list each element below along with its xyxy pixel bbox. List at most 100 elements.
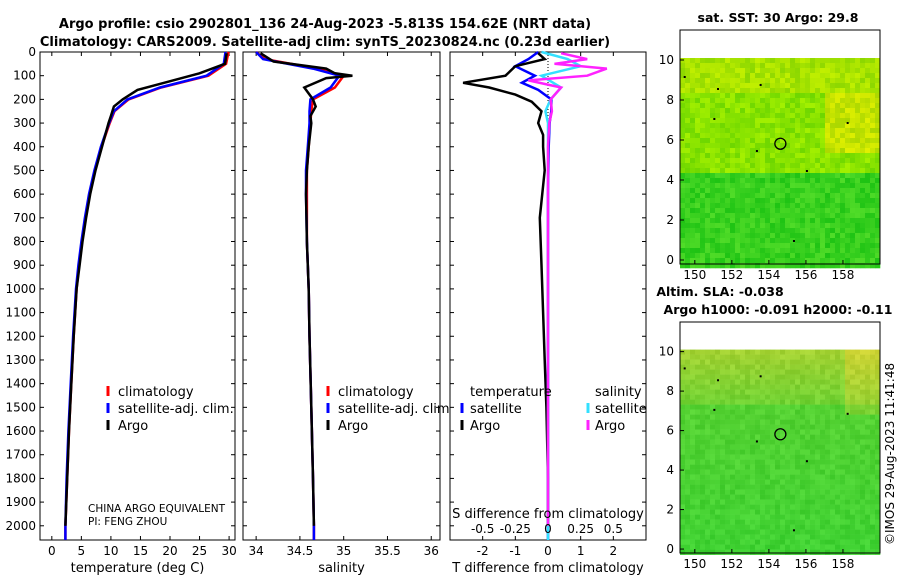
map-cell <box>855 409 861 415</box>
map-cell <box>745 78 751 84</box>
map-cell <box>730 218 736 224</box>
map-cell <box>850 439 856 445</box>
map-cell <box>835 188 841 194</box>
map-cell <box>770 193 776 199</box>
map-cell <box>805 434 811 440</box>
map-cell <box>855 63 861 69</box>
map-cell <box>730 158 736 164</box>
map-cell <box>785 539 791 545</box>
map-cell <box>720 253 726 259</box>
map-cell <box>810 449 816 455</box>
map-cell <box>745 434 751 440</box>
map-cell <box>725 63 731 69</box>
map-cell <box>770 519 776 525</box>
map-cell <box>730 98 736 104</box>
map-cell <box>855 529 861 535</box>
map-cell <box>815 198 821 204</box>
map-cell <box>875 68 881 74</box>
map-cell <box>745 193 751 199</box>
map-cell <box>765 389 771 395</box>
map-cell <box>685 449 691 455</box>
map-cell <box>850 514 856 520</box>
map-cell <box>820 178 826 184</box>
map-cell <box>800 499 806 505</box>
map-cell <box>755 263 761 269</box>
map-cell <box>855 78 861 84</box>
map-cell <box>860 103 866 109</box>
map-cell <box>720 233 726 239</box>
map-cell <box>860 233 866 239</box>
map-cell <box>820 529 826 535</box>
map-cell <box>710 414 716 420</box>
map-cell <box>805 243 811 249</box>
map-cell <box>730 439 736 445</box>
map-cell <box>690 499 696 505</box>
map-cell <box>680 93 686 99</box>
map-cell <box>705 128 711 134</box>
map-cell <box>790 479 796 485</box>
map-cell <box>760 489 766 495</box>
map-cell <box>820 153 826 159</box>
map-cell <box>700 384 706 390</box>
map-cell <box>690 394 696 400</box>
map-cell <box>755 454 761 460</box>
map-cell <box>700 188 706 194</box>
map-cell <box>745 138 751 144</box>
map-cell <box>785 128 791 134</box>
map-cell <box>750 168 756 174</box>
map-cell <box>765 108 771 114</box>
map-cell <box>825 504 831 510</box>
map-cell <box>745 83 751 89</box>
map-cell <box>780 108 786 114</box>
map-cell <box>820 539 826 545</box>
map-cell <box>760 384 766 390</box>
map-cell <box>695 354 701 360</box>
map-cell <box>680 88 686 94</box>
map-cell <box>725 474 731 480</box>
y-tick-label: 0 <box>28 45 36 59</box>
map-cell <box>795 218 801 224</box>
map-cell <box>765 113 771 119</box>
map-cell <box>720 434 726 440</box>
map-cell <box>820 78 826 84</box>
map-cell <box>740 419 746 425</box>
map-cell <box>755 484 761 490</box>
map-cell <box>720 63 726 69</box>
map-frame <box>679 321 881 554</box>
map-cell <box>750 73 756 79</box>
map-cell <box>825 474 831 480</box>
map-cell <box>700 163 706 169</box>
map-cell <box>780 414 786 420</box>
map-cell <box>775 193 781 199</box>
map-cell <box>785 208 791 214</box>
map-cell <box>855 429 861 435</box>
map-cell <box>690 238 696 244</box>
map-cell <box>775 429 781 435</box>
map-cell <box>775 233 781 239</box>
map-cell <box>805 524 811 530</box>
map-cell <box>875 384 881 390</box>
map-cell <box>700 414 706 420</box>
map-cell <box>790 409 796 415</box>
map-cell <box>805 88 811 94</box>
map-cell <box>865 539 871 545</box>
map-cell <box>830 499 836 505</box>
map-cell <box>870 198 876 204</box>
map-cell <box>705 529 711 535</box>
map-cell <box>740 494 746 500</box>
map-cell <box>795 419 801 425</box>
map-cell <box>705 223 711 229</box>
map-cell <box>870 218 876 224</box>
map-cell <box>820 73 826 79</box>
map-cell <box>735 429 741 435</box>
map-cell <box>805 93 811 99</box>
map-cell <box>755 243 761 249</box>
map-cell <box>795 58 801 64</box>
map-cell <box>830 248 836 254</box>
map-cell <box>855 168 861 174</box>
map-cell <box>710 58 716 64</box>
map-cell <box>855 148 861 154</box>
map-cell <box>680 499 686 505</box>
map-cell <box>695 479 701 485</box>
map-cell <box>875 414 881 420</box>
